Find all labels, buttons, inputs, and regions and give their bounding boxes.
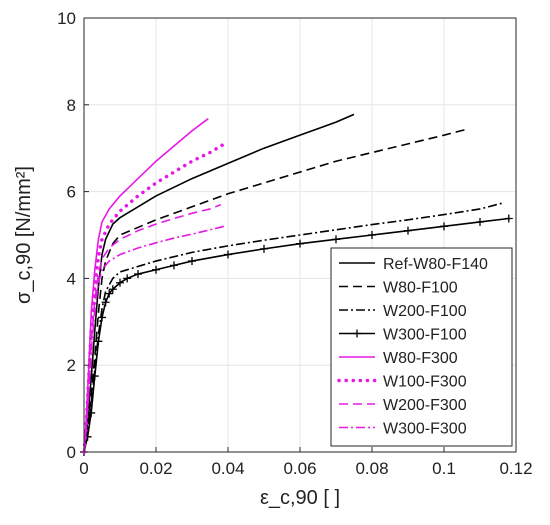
y-tick-label: 4 (67, 269, 76, 288)
data-point-marker (476, 217, 484, 226)
data-point-marker (152, 265, 160, 274)
data-point-marker (504, 214, 513, 223)
x-tick-label: 0.08 (355, 459, 388, 478)
data-point-marker (332, 235, 340, 244)
y-tick-labels: 0 2 4 6 8 10 (57, 9, 76, 462)
data-point-marker (116, 278, 124, 287)
data-point-marker (98, 313, 106, 322)
x-tick-label: 0.12 (499, 459, 532, 478)
legend-item: W200-F100 (339, 303, 467, 320)
x-tick-label: 0.04 (211, 459, 244, 478)
data-point-marker (87, 408, 96, 417)
series-line (83, 225, 225, 453)
legend-marker (353, 329, 361, 338)
y-tick-label: 6 (67, 183, 76, 202)
data-point-marker (123, 274, 132, 283)
data-point-marker (134, 270, 142, 279)
legend-item: W200-F300 (339, 397, 467, 414)
x-tick-label: 0.06 (283, 459, 316, 478)
y-tick-label: 10 (57, 9, 76, 28)
data-point-marker (440, 222, 448, 231)
legend-label: W300-F300 (383, 421, 467, 438)
x-tick-labels: 0 0.02 0.04 0.06 0.08 0.1 0.12 (79, 459, 532, 478)
series-line (82, 142, 227, 454)
y-axis-label: σ_c,90 [N/mm²] (13, 166, 35, 304)
data-point-marker (90, 372, 99, 381)
series-line (83, 217, 509, 453)
data-point-marker (101, 298, 110, 307)
legend-item: W300-F300 (339, 421, 467, 438)
series-line (83, 113, 355, 453)
series-line (83, 118, 209, 453)
x-tick-label: 0 (79, 459, 88, 478)
data-point-marker (296, 239, 304, 248)
legend-label: Ref-W80-F140 (383, 256, 488, 273)
data-point-marker (224, 250, 232, 259)
legend-label: W300-F100 (383, 327, 467, 344)
data-point-marker (108, 285, 117, 294)
legend-label: W80-F100 (383, 280, 458, 297)
legend-label: W100-F300 (383, 374, 467, 391)
legend-item: Ref-W80-F140 (339, 256, 488, 273)
tick-marks (83, 17, 517, 453)
series-w80-f300 (83, 118, 209, 453)
legend-label: W80-F300 (383, 350, 458, 367)
series-ref-w80-f140 (83, 113, 355, 453)
legend-box (330, 247, 513, 447)
data-point-marker (188, 257, 196, 266)
data-point-marker (368, 231, 376, 239)
x-tick-label: 0.1 (432, 459, 456, 478)
data-point-marker (404, 226, 412, 235)
legend-label: W200-F300 (383, 397, 467, 414)
legend-item: W80-F100 (339, 280, 458, 297)
series-w100-f300 (82, 142, 227, 454)
x-axis-label: ε_c,90 [ ] (260, 487, 340, 509)
data-point-marker (260, 244, 268, 253)
legend-item: W80-F300 (339, 350, 458, 367)
y-tick-label: 8 (67, 96, 76, 115)
data-point-marker (94, 337, 103, 346)
data-point-marker (170, 261, 178, 270)
data-point-marker (105, 289, 114, 298)
x-tick-label: 0.02 (139, 459, 172, 478)
y-tick-label: 0 (67, 443, 76, 462)
y-tick-label: 2 (67, 356, 76, 375)
legend: Ref-W80-F140 W80-F100 W200-F100 W300-F100 W8… (330, 247, 513, 447)
legend-label: W200-F100 (383, 303, 467, 320)
legend-item: W100-F300 (337, 374, 467, 391)
legend-item: W300-F100 (339, 327, 467, 344)
series-w300-f300 (83, 225, 225, 453)
